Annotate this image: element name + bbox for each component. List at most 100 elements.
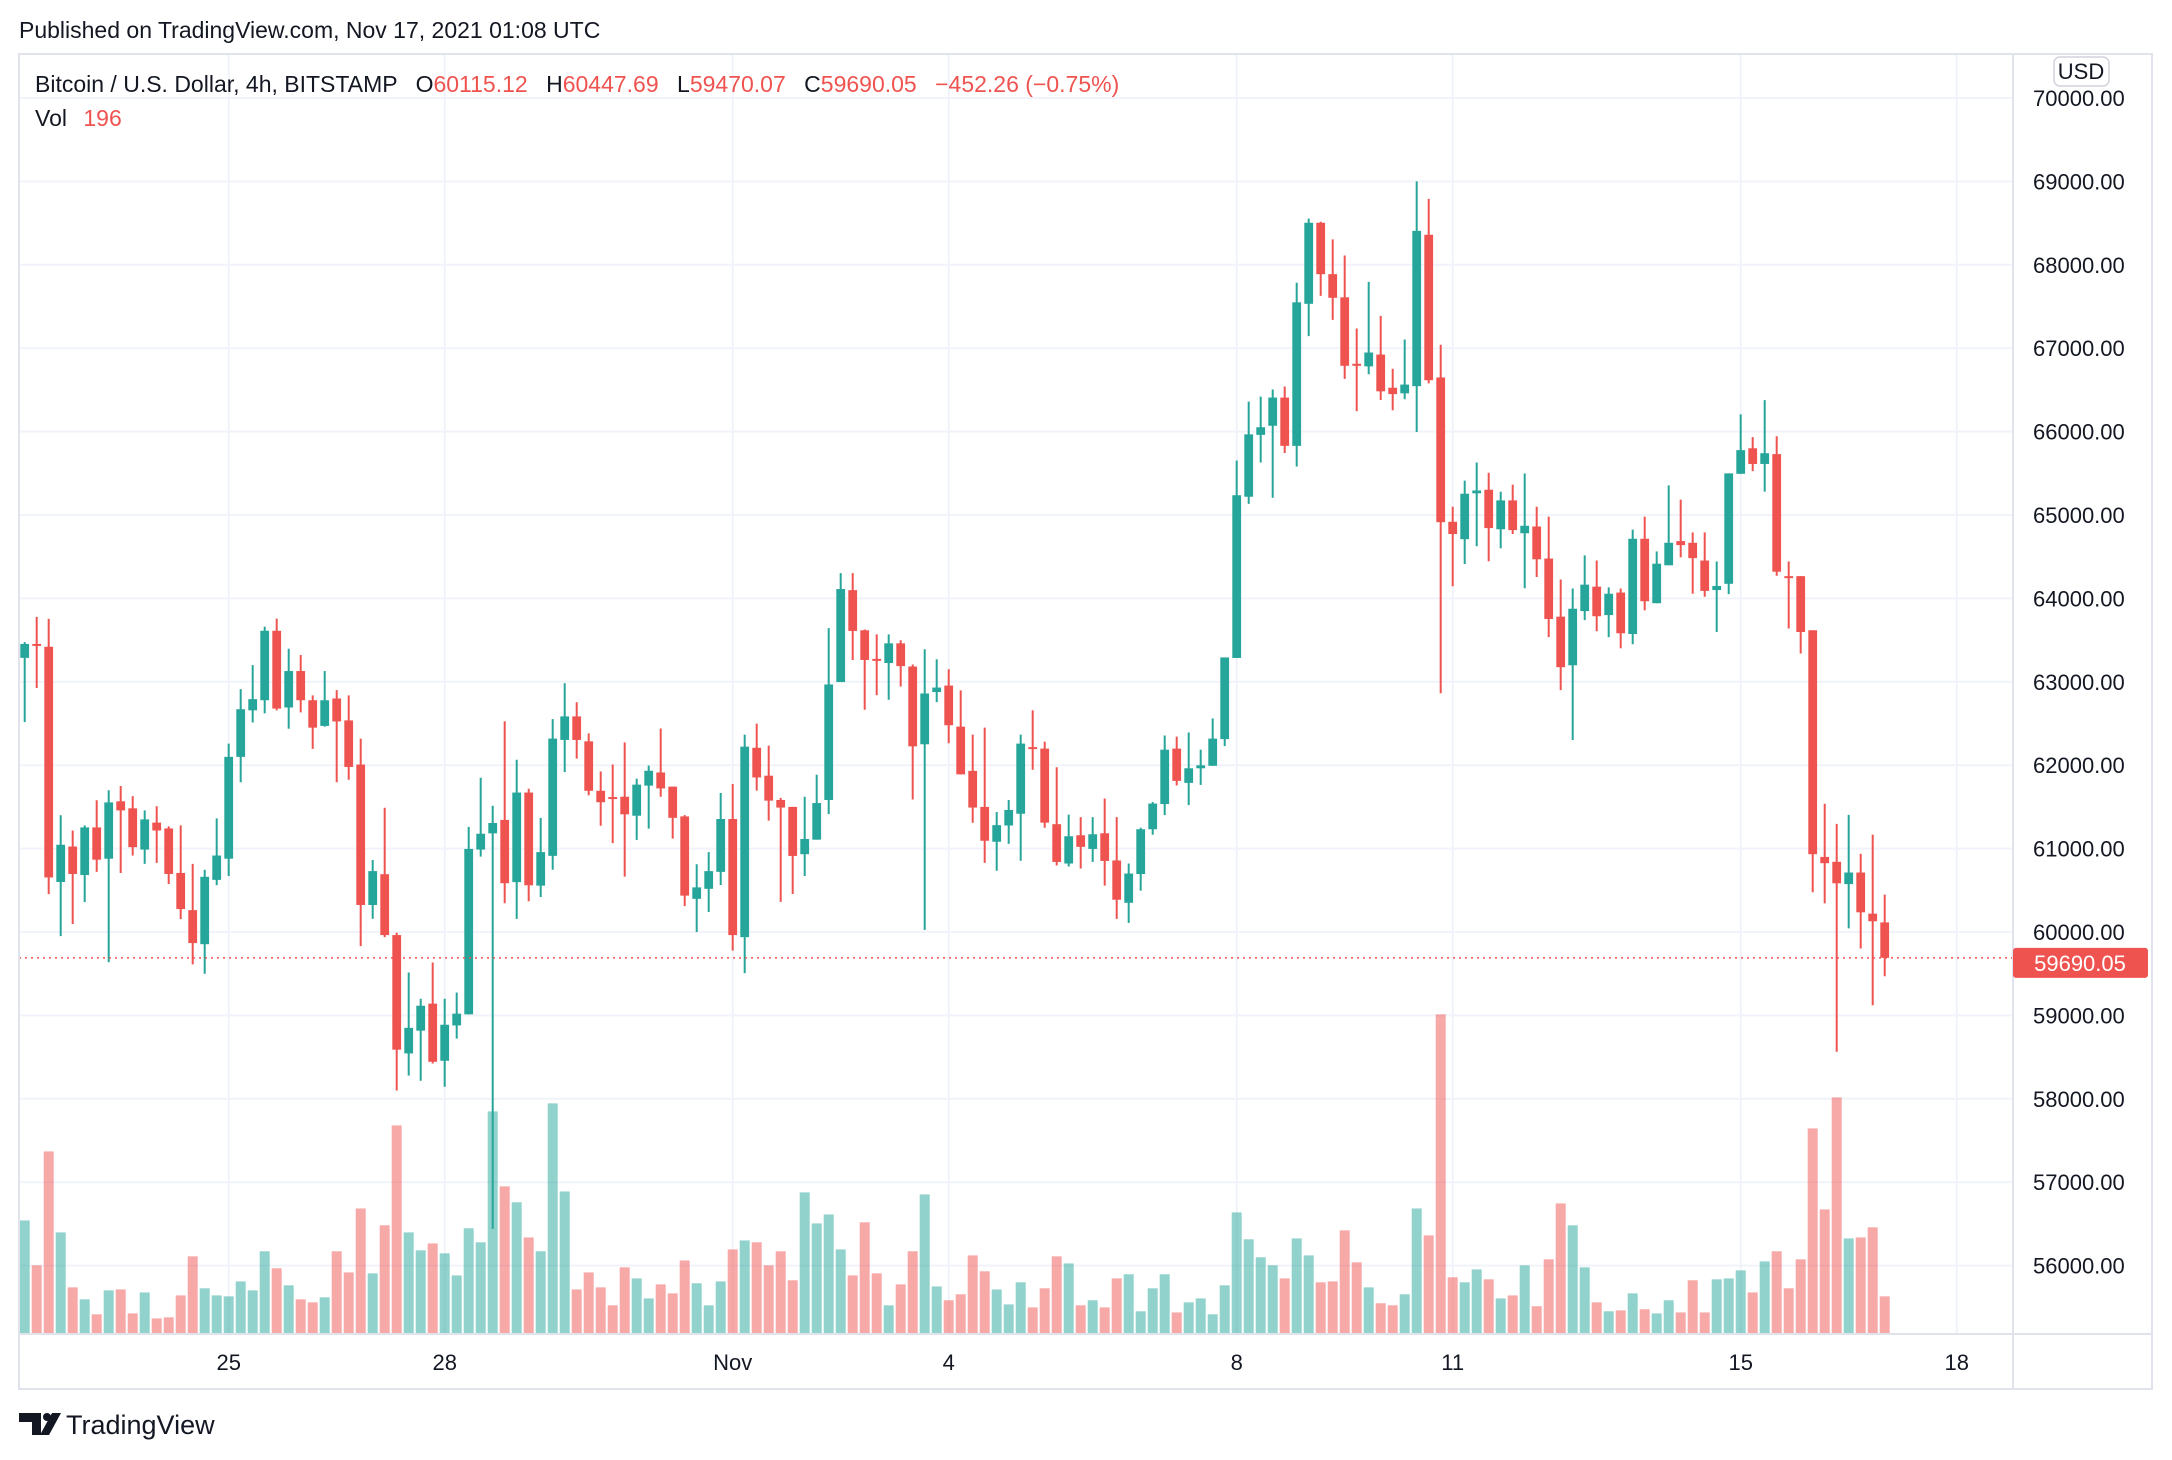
candle [128, 796, 138, 856]
volume-bar [1471, 1269, 1482, 1333]
volume-bar [547, 1103, 558, 1333]
candle [1688, 532, 1698, 594]
candle [1172, 736, 1182, 786]
volume-bar [691, 1283, 702, 1333]
candle [1820, 803, 1830, 904]
candle-body [200, 876, 210, 945]
candle-body [320, 700, 330, 726]
volume-bar [1663, 1300, 1674, 1333]
candle-body [1148, 803, 1158, 830]
candle-body [332, 698, 342, 722]
volume-bar [1531, 1306, 1542, 1333]
volume-bar [1159, 1274, 1170, 1333]
candle [896, 640, 906, 687]
candle [104, 790, 114, 963]
volume-bar [1291, 1238, 1302, 1333]
price-axis[interactable]: 70000.00 69000.00 68000.00 67000.00 66000.00… [2033, 86, 2125, 1279]
volume-bar [1591, 1302, 1602, 1333]
candle [1712, 561, 1722, 633]
volume-bar [1579, 1267, 1590, 1333]
candle [1580, 555, 1590, 621]
candle-body [608, 797, 618, 800]
candle [692, 864, 702, 932]
volume-bar [379, 1225, 390, 1333]
candle-body [956, 726, 966, 775]
volume-bar [175, 1295, 186, 1333]
price-tick-label: 60000.00 [2033, 920, 2125, 945]
published-caption: Published on TradingView.com, Nov 17, 20… [19, 17, 600, 43]
candle-body [1592, 586, 1602, 617]
candle-body [572, 716, 582, 740]
volume-bar [607, 1305, 618, 1333]
candle-body [1796, 576, 1806, 633]
time-axis[interactable]: 25 28 Nov 4 8 11 15 18 [216, 1350, 1968, 1375]
price-tick-label: 58000.00 [2033, 1087, 2125, 1112]
candle [380, 807, 390, 938]
candle-body [764, 775, 774, 801]
tradingview-logo[interactable]: TradingView [19, 1410, 215, 1440]
candle [836, 573, 846, 683]
candle [368, 860, 378, 919]
candle [968, 734, 978, 823]
candle-body [1808, 630, 1818, 855]
candle [1784, 561, 1794, 629]
close-value: 59690.05 [821, 71, 917, 97]
candle-body [680, 816, 690, 896]
volume-bar [1879, 1296, 1890, 1333]
volume-bar [391, 1125, 402, 1333]
volume-bar [1507, 1295, 1518, 1333]
volume-bar [751, 1242, 762, 1333]
volume-bar [1339, 1230, 1350, 1333]
candle-body [740, 746, 750, 938]
candle-body [1028, 747, 1038, 750]
candle [644, 765, 654, 829]
candle-body [236, 709, 246, 757]
volume-bar [1075, 1305, 1086, 1333]
volume-bar [1039, 1288, 1050, 1333]
volume-bar [55, 1232, 66, 1333]
candle-body [992, 825, 1002, 842]
volume-bar [1411, 1208, 1422, 1333]
candle [680, 815, 690, 907]
candle-body [524, 792, 534, 886]
candle-body [776, 799, 786, 808]
candle-body [1664, 542, 1674, 566]
candle [1640, 516, 1650, 611]
volume-bar [811, 1223, 822, 1333]
candle-body [1604, 593, 1614, 616]
candle [476, 777, 486, 857]
candle [1652, 551, 1662, 604]
currency-button[interactable]: USD [2053, 56, 2110, 87]
close-label: C [804, 71, 821, 97]
candle [296, 655, 306, 713]
candle-body [104, 802, 114, 859]
candle-body [1772, 454, 1782, 572]
candle [812, 774, 822, 840]
candles [20, 181, 1890, 1229]
candle-body [1832, 861, 1842, 884]
candle-body [1484, 489, 1494, 529]
candle-body [1628, 538, 1638, 635]
candle [1796, 576, 1806, 654]
candle [44, 618, 54, 895]
volume-bars [19, 1014, 1890, 1333]
candle-body [1424, 234, 1434, 381]
candle [1856, 853, 1866, 949]
candle-body [368, 871, 378, 905]
volume-bar [595, 1287, 606, 1333]
volume-bar [679, 1260, 690, 1333]
candle-body [908, 666, 918, 747]
volume-bar [1327, 1281, 1338, 1333]
candle-body [1724, 473, 1734, 584]
high-value: 60447.69 [563, 71, 659, 97]
candle-body [92, 827, 102, 860]
candle-body [1652, 563, 1662, 604]
volume-bar [655, 1284, 666, 1333]
candle-body [1544, 558, 1554, 619]
candle [1436, 344, 1446, 694]
candle [1448, 506, 1458, 587]
candle-body [464, 848, 474, 1015]
candle-body [644, 770, 654, 786]
volume-bar [1771, 1251, 1782, 1333]
